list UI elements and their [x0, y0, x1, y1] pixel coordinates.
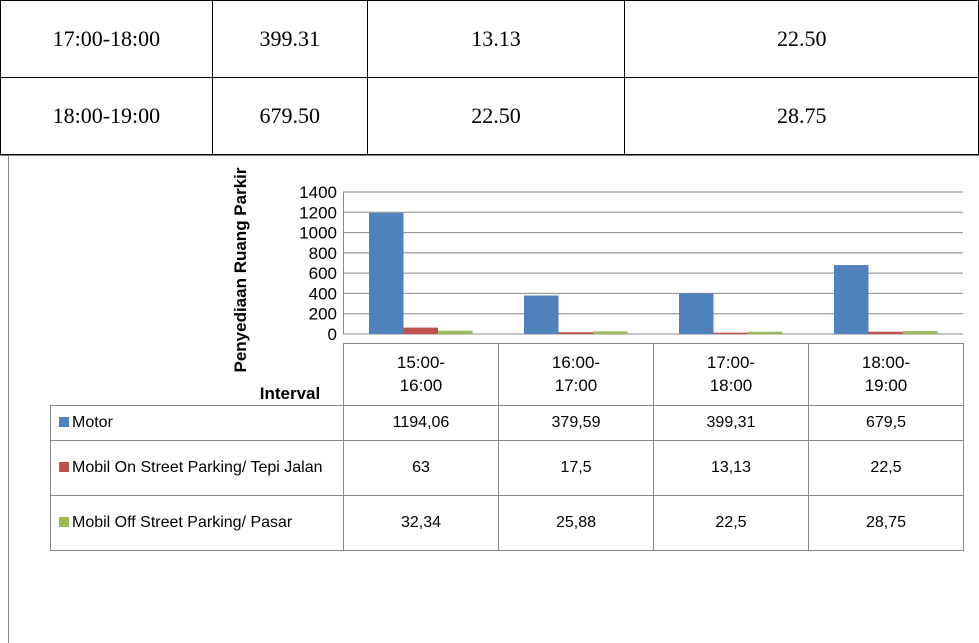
legend-label: Mobil On Street Parking/ Tepi Jalan	[72, 458, 323, 476]
cell: 22.50	[366, 77, 626, 155]
cell: 13.13	[366, 0, 626, 78]
x-axis-label: Interval	[260, 384, 320, 403]
bar	[903, 331, 938, 334]
value-cell: 63	[343, 440, 499, 496]
bar	[369, 212, 404, 334]
legend-entry: Mobil On Street Parking/ Tepi Jalan	[59, 458, 323, 479]
value-cell: 28,75	[808, 495, 964, 551]
bar	[748, 331, 783, 334]
legend-cell: Mobil On Street Parking/ Tepi Jalan	[50, 440, 344, 496]
legend-swatch	[59, 516, 69, 527]
bar	[679, 293, 714, 334]
value-cell: 32,34	[343, 495, 499, 551]
data-table: 17:00-18:00 399.31 13.13 22.50 18:00-19:…	[0, 0, 979, 155]
value-cell: 17,5	[498, 440, 654, 496]
legend-cell: Motor	[50, 405, 344, 441]
table-row: 18:00-19:00 679.50 22.50 28.75	[0, 77, 979, 155]
bar	[438, 330, 473, 334]
y-tick-label: 800	[309, 244, 337, 263]
value-cell: 379,59	[498, 405, 654, 441]
category-cell: 15:00- 16:00	[343, 343, 499, 406]
y-tick-label: 200	[309, 305, 337, 324]
bar	[524, 295, 559, 334]
legend-entry: Motor	[59, 413, 113, 434]
value-cell: 679,5	[808, 405, 964, 441]
legend-swatch	[59, 416, 69, 427]
y-tick-label: 600	[309, 264, 337, 283]
bar	[403, 327, 438, 334]
bar	[868, 331, 903, 334]
legend-label: Mobil Off Street Parking/ Pasar	[72, 513, 293, 531]
y-tick-label: 400	[309, 284, 337, 303]
value-cell: 22,5	[808, 440, 964, 496]
y-tick-label: 1400	[299, 183, 337, 202]
bar	[593, 331, 628, 334]
category-cell: 17:00- 18:00	[653, 343, 809, 406]
value-cell: 1194,06	[343, 405, 499, 441]
y-tick-label: 1200	[299, 203, 337, 222]
y-axis-label: Penyediaan Ruang Parkir	[231, 167, 250, 372]
y-tick-label: 0	[328, 325, 337, 344]
bar	[834, 265, 869, 334]
y-tick-label: 1000	[299, 224, 337, 243]
cell: 679.50	[211, 77, 368, 155]
category-cell: 18:00- 19:00	[808, 343, 964, 406]
value-cell: 13,13	[653, 440, 809, 496]
cell: 28.75	[624, 77, 979, 155]
value-cell: 22,5	[653, 495, 809, 551]
legend-entry: Mobil Off Street Parking/ Pasar	[59, 513, 292, 534]
cell: 399.31	[211, 0, 368, 78]
legend-label: Motor	[72, 413, 113, 431]
value-cell: 399,31	[653, 405, 809, 441]
category-cell: 16:00- 17:00	[498, 343, 654, 406]
legend-swatch	[59, 461, 69, 472]
value-cell: 25,88	[498, 495, 654, 551]
legend-cell: Mobil Off Street Parking/ Pasar	[50, 495, 344, 551]
cell: 17:00-18:00	[0, 0, 213, 78]
bar	[713, 332, 748, 334]
cell: 18:00-19:00	[0, 77, 213, 155]
bar	[558, 332, 593, 334]
